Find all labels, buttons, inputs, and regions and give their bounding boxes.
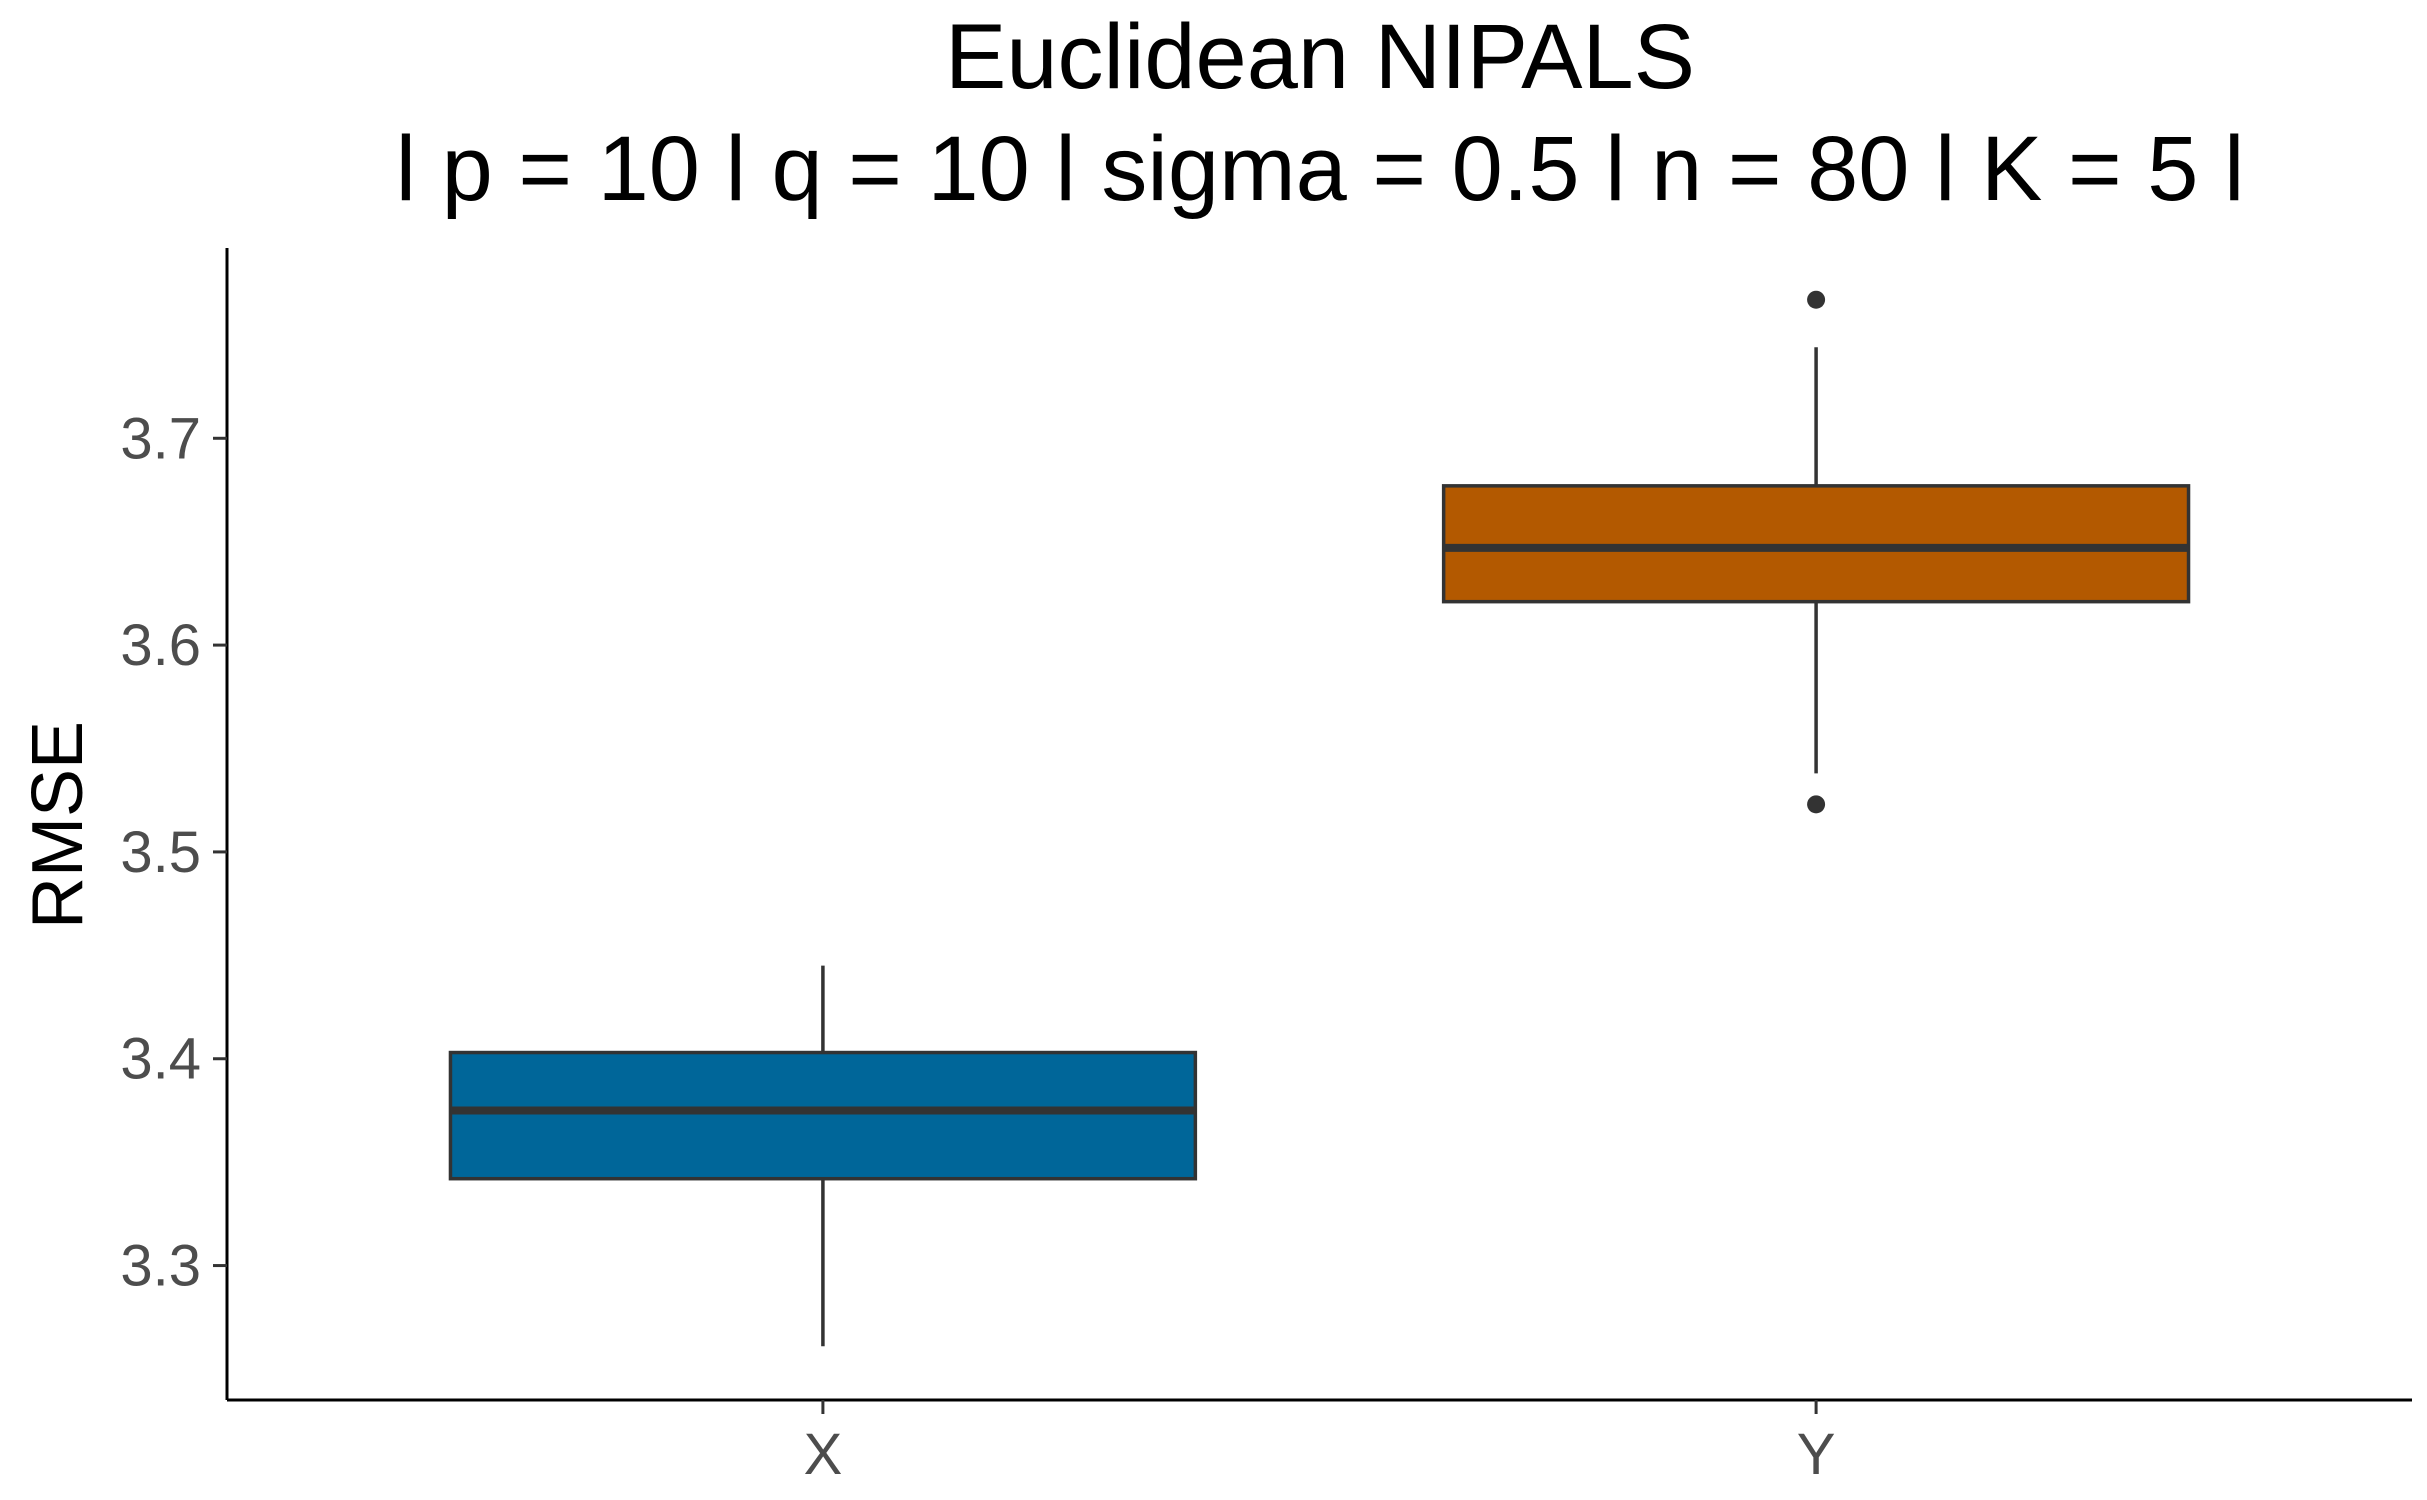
chart-subtitle: l p = 10 l q = 10 l sigma = 0.5 l n = 80… (396, 118, 2245, 220)
plot-area (448, 290, 2191, 1347)
y-tick-label: 3.6 (120, 613, 201, 678)
x-tick-label: X (804, 1422, 843, 1487)
box-group (448, 965, 1198, 1347)
y-tick-label: 3.4 (120, 1027, 201, 1092)
y-tick-label: 3.3 (120, 1234, 201, 1299)
y-axis-ticks: 3.3 3.4 3.5 3.6 3.7 (120, 406, 227, 1299)
y-axis-title: RMSE (18, 721, 98, 929)
x-tick-label: Y (1797, 1422, 1836, 1487)
box-body (448, 1050, 1198, 1181)
chart-title: Euclidean NIPALS (945, 6, 1695, 108)
box-body (1441, 484, 2191, 604)
outlier-point (1807, 795, 1826, 814)
outlier-point (1807, 290, 1826, 309)
y-tick-label: 3.5 (120, 820, 201, 885)
box-group (1441, 290, 2191, 814)
y-tick-label: 3.7 (120, 406, 201, 471)
